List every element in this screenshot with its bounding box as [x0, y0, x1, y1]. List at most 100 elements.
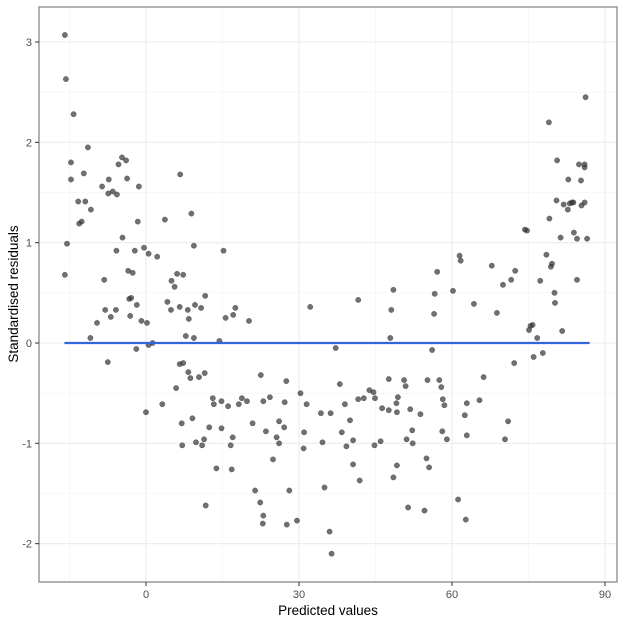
data-point: [286, 487, 293, 494]
data-point: [199, 442, 206, 449]
data-point: [553, 197, 560, 204]
data-point: [273, 434, 280, 441]
data-point: [455, 496, 462, 503]
data-point: [168, 306, 174, 313]
data-point: [581, 164, 588, 171]
data-point: [537, 277, 544, 284]
x-tick-label: 0: [143, 589, 149, 601]
data-point: [405, 504, 412, 511]
data-point: [232, 304, 239, 311]
data-point: [394, 394, 401, 401]
y-axis-title: Standardised residuals: [6, 225, 21, 363]
data-point: [227, 442, 234, 449]
data-point: [244, 398, 250, 405]
data-point: [480, 374, 487, 381]
x-axis-ticks: 0 30 60 90: [143, 582, 611, 601]
data-point: [80, 170, 87, 177]
data-point: [202, 292, 209, 299]
data-point: [178, 420, 185, 427]
data-point: [176, 303, 183, 310]
data-point: [154, 253, 161, 260]
data-point: [379, 405, 386, 412]
data-point: [107, 313, 114, 320]
data-point: [347, 417, 353, 424]
data-point: [190, 335, 197, 341]
panel-border: [38, 6, 618, 583]
data-point: [438, 384, 445, 391]
data-point: [262, 428, 269, 435]
data-point: [549, 260, 555, 267]
data-point: [554, 157, 561, 164]
data-point: [64, 240, 70, 247]
data-point: [143, 409, 149, 416]
data-point: [502, 436, 508, 443]
data-point: [350, 437, 357, 444]
data-point: [102, 306, 109, 313]
data-point: [119, 234, 126, 241]
data-point: [174, 270, 181, 277]
data-point: [62, 76, 69, 83]
data-point: [377, 438, 384, 445]
data-point: [336, 381, 343, 388]
data-point: [441, 402, 448, 409]
data-point: [332, 345, 339, 351]
data-point: [196, 374, 202, 381]
data-point: [192, 301, 198, 308]
data-point: [439, 396, 446, 403]
data-point: [388, 306, 395, 313]
data-point: [84, 144, 91, 151]
data-point: [138, 317, 145, 324]
minor-gridlines: [39, 7, 617, 582]
data-point: [185, 369, 192, 376]
data-point: [294, 517, 300, 524]
data-point: [266, 394, 273, 401]
data-point: [171, 283, 178, 290]
data-point: [409, 440, 416, 447]
data-point: [61, 271, 68, 278]
data-point: [94, 319, 100, 326]
data-point: [101, 276, 108, 283]
data-point: [328, 550, 335, 557]
data-point: [128, 294, 135, 301]
data-point: [319, 439, 326, 446]
data-point: [201, 436, 208, 443]
data-point: [161, 216, 168, 223]
data-point: [393, 409, 400, 416]
data-point: [105, 176, 112, 183]
data-point: [218, 425, 225, 432]
data-point: [61, 32, 68, 38]
data-point: [193, 439, 199, 446]
data-point: [257, 372, 264, 379]
data-point: [463, 432, 470, 439]
data-point: [113, 247, 120, 254]
data-point: [131, 247, 138, 254]
data-point: [505, 418, 512, 425]
data-point: [141, 244, 147, 251]
data-point: [300, 445, 307, 452]
data-point: [385, 407, 392, 414]
x-tick-label: 90: [599, 589, 611, 601]
data-point: [134, 218, 141, 225]
data-point: [387, 335, 394, 341]
data-point: [123, 157, 130, 164]
data-point: [476, 397, 483, 404]
data-point: [426, 464, 433, 471]
data-point: [87, 206, 94, 213]
data-point: [390, 286, 397, 293]
data-point: [578, 177, 584, 184]
data-point: [431, 290, 438, 297]
data-point: [185, 315, 192, 322]
y-tick-label: -2: [22, 539, 32, 551]
data-point: [443, 436, 450, 443]
data-point: [424, 377, 431, 384]
data-point: [220, 247, 227, 254]
data-point: [159, 401, 166, 408]
data-point: [317, 410, 324, 417]
data-point: [177, 171, 184, 178]
data-point: [75, 198, 82, 205]
data-point: [252, 487, 259, 494]
data-point: [259, 520, 266, 527]
data-point: [133, 346, 140, 352]
x-axis-title: Predicted values: [278, 603, 378, 618]
